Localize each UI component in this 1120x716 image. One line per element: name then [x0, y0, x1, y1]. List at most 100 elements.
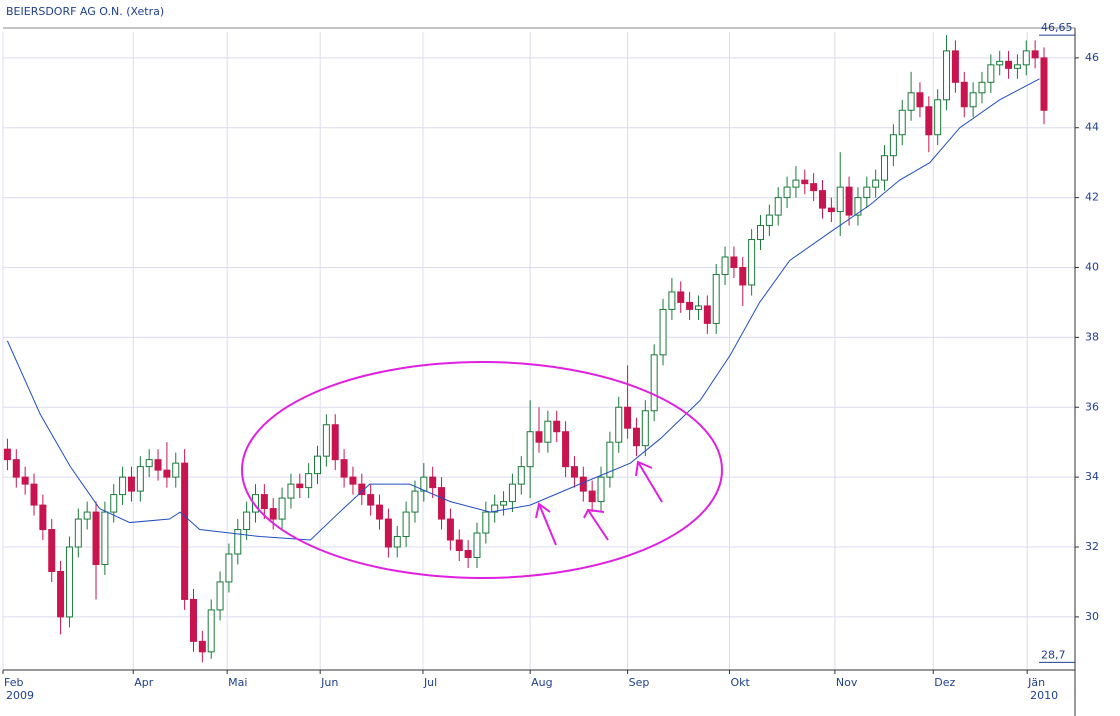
- candle-body: [198, 640, 206, 653]
- x-tick-label: Jän: [1027, 676, 1045, 689]
- y-tick-label: 40: [1085, 260, 1099, 273]
- candle-body: [863, 186, 871, 199]
- candle-body: [721, 256, 729, 275]
- candle-body: [765, 214, 773, 227]
- candle-body: [517, 466, 525, 485]
- extreme-label: 28,7: [1041, 648, 1066, 661]
- candle-body: [57, 570, 65, 618]
- candle-body: [730, 256, 738, 268]
- candle-body: [579, 476, 587, 492]
- candle-body: [659, 308, 667, 356]
- candle-body: [154, 459, 162, 471]
- arrows: [535, 460, 663, 546]
- candle-body: [119, 476, 127, 496]
- candle-body: [916, 92, 924, 108]
- candle-body: [526, 431, 534, 468]
- candle-body: [376, 504, 384, 520]
- x-tick-label: Feb: [4, 676, 23, 689]
- candle-body: [473, 532, 481, 558]
- candle-body: [739, 266, 747, 286]
- candle-body: [1040, 57, 1048, 111]
- candle-body: [181, 462, 189, 600]
- candle-body: [500, 501, 508, 506]
- extreme-label: 46,65: [1041, 21, 1073, 34]
- x-tick-label: Jul: [423, 676, 437, 689]
- candle-body: [30, 483, 38, 506]
- candle-body: [881, 155, 889, 181]
- candle-body: [996, 60, 1004, 66]
- candle-body: [854, 197, 862, 216]
- candle-body: [145, 459, 153, 468]
- candle-body: [287, 483, 295, 499]
- candle-body: [872, 179, 880, 188]
- y-tick-label: 30: [1085, 610, 1099, 623]
- x-tick-label: Jun: [320, 676, 338, 689]
- candle-body: [464, 550, 472, 558]
- candle-body: [1022, 50, 1030, 66]
- year-label: 2010: [1030, 689, 1058, 702]
- marks: [3, 35, 1048, 663]
- candle-body: [606, 441, 614, 478]
- x-tick-label: Dez: [934, 676, 955, 689]
- moving-average: [6, 78, 1040, 541]
- candle-body: [783, 186, 791, 199]
- candle-body: [260, 494, 268, 510]
- candle-body: [420, 476, 428, 492]
- candle-body: [1031, 50, 1039, 59]
- candle-body: [438, 487, 446, 520]
- x-tick-label: Aug: [531, 676, 552, 689]
- candle-body: [189, 598, 197, 642]
- chart-title: BEIERSDORF AG O.N. (Xetra): [6, 5, 164, 18]
- candle-body: [943, 50, 951, 101]
- candle-body: [172, 462, 180, 478]
- candle-body: [3, 448, 11, 461]
- candle-body: [314, 455, 322, 475]
- candle-body: [296, 483, 304, 489]
- candle-body: [925, 106, 933, 136]
- candle-body: [39, 504, 47, 531]
- grid: [2, 32, 1075, 670]
- candle-body: [402, 511, 410, 538]
- candle-body: [703, 305, 711, 324]
- candle-body: [677, 291, 685, 303]
- candle-body: [1005, 60, 1013, 69]
- y-tick-label: 34: [1085, 470, 1099, 483]
- year-label: 2009: [6, 689, 34, 702]
- candle-body: [110, 494, 118, 513]
- candle-body: [491, 504, 499, 513]
- candle-body: [74, 518, 82, 548]
- x-tick-label: Sep: [629, 676, 650, 689]
- candle-body: [632, 427, 640, 447]
- candle-body: [1013, 64, 1021, 69]
- candle-body: [845, 186, 853, 216]
- candle-body: [836, 186, 844, 213]
- candle-body: [163, 469, 171, 478]
- candle-body: [446, 518, 454, 541]
- candle-body: [792, 179, 800, 188]
- candle-body: [615, 406, 623, 443]
- candle-body: [641, 410, 649, 447]
- candle-body: [544, 420, 552, 443]
- candle-body: [898, 109, 906, 136]
- y-tick-label: 32: [1085, 540, 1099, 553]
- candle-body: [269, 508, 277, 520]
- candle-body: [136, 466, 144, 492]
- candle-body: [907, 92, 915, 111]
- candle-body: [553, 420, 561, 433]
- candle-body: [349, 476, 357, 485]
- candle-body: [322, 424, 330, 457]
- candle-body: [827, 207, 835, 213]
- candle-body: [216, 581, 224, 611]
- candle-body: [969, 92, 977, 108]
- candle-body: [48, 529, 56, 572]
- y-tick-label: 44: [1085, 121, 1099, 134]
- y-tick-label: 36: [1085, 400, 1099, 413]
- candle-body: [668, 291, 676, 310]
- candle-body: [331, 424, 339, 461]
- highlight-ellipse: [241, 361, 723, 579]
- candle-body: [65, 546, 73, 618]
- candle-body: [712, 273, 720, 324]
- candle-body: [570, 466, 578, 478]
